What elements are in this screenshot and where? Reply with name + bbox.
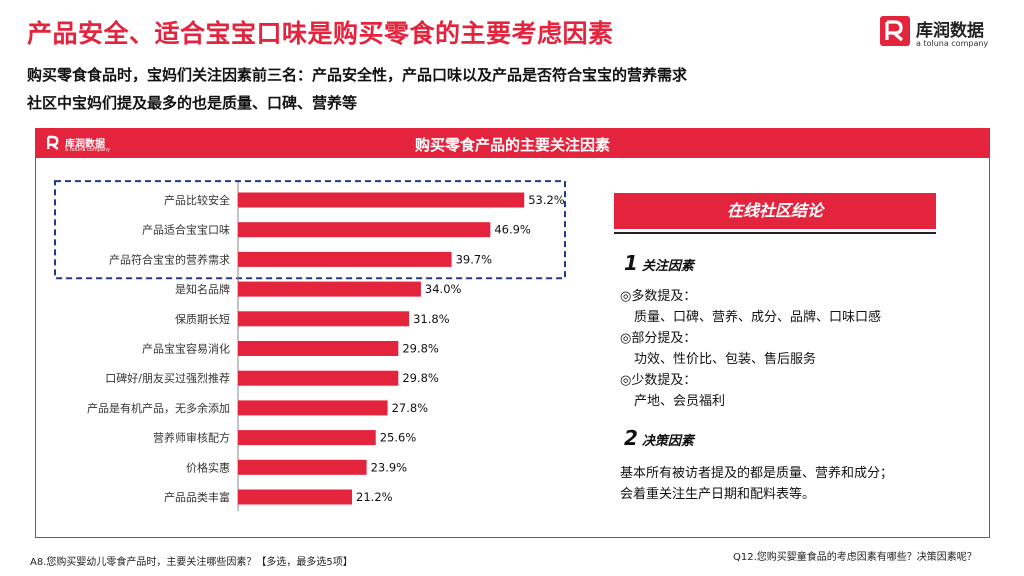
bar: [238, 192, 525, 208]
bar-value-label: 46.9%: [494, 223, 531, 237]
category-label: 产品比较安全: [164, 193, 230, 207]
bar-value-label: 29.8%: [402, 342, 439, 356]
footnote-left: A8.您购买婴幼儿零食产品时，主要关注哪些因素？【多选，最多选5项】: [30, 557, 353, 568]
chart-panel: 库润数据 a toluna company 购买零食产品的主要关注因素: [35, 128, 990, 538]
bar-value-label: 29.8%: [402, 371, 439, 385]
bar-value-label: 27.8%: [392, 401, 429, 415]
s1-few-label: ◎少数提及：: [620, 373, 697, 388]
category-label: 口碑好/朋友买过强烈推荐: [105, 371, 230, 385]
bar-value-label: 23.9%: [371, 460, 408, 474]
category-label: 产品是有机产品，无多余添加: [87, 401, 230, 415]
category-label: 产品符合宝宝的营养需求: [109, 252, 230, 266]
bar-value-label: 53.2%: [528, 193, 565, 207]
category-label: 是知名品牌: [175, 282, 230, 296]
bar: [238, 222, 491, 238]
bar-value-label: 21.2%: [356, 490, 393, 504]
bar-chart: 产品比较安全 53.2% 产品适合宝宝口味 46.9% 产品符合宝宝的营养需求 39.7%…: [54, 180, 566, 511]
panel-logo-name: 库润数据: [65, 139, 105, 150]
subtitle-line-2: 社区中宝妈们提及最多的也是质量、口碑、营养等: [27, 94, 358, 112]
bar: [238, 430, 376, 446]
section-2-title: 决策因素: [641, 434, 694, 449]
bar: [238, 251, 452, 267]
category-label: 保质期长短: [175, 312, 230, 326]
panel-logo-tagline: a toluna company: [65, 147, 111, 153]
category-label: 产品宝宝容易消化: [142, 342, 230, 356]
bar: [238, 281, 421, 297]
section-2-number: 2: [624, 426, 638, 450]
bar: [238, 400, 388, 416]
top-factors-highlight-box: [54, 180, 566, 280]
page-title: 产品安全、适合宝宝口味是购买零食的主要考虑因素: [27, 19, 614, 48]
section-1-heading: 1 关注因素: [624, 251, 694, 275]
panel-logo: 库润数据 a toluna company: [44, 134, 124, 154]
category-label: 价格实惠: [186, 460, 230, 474]
bar-value-label: 25.6%: [380, 431, 417, 445]
s2-line-2: 会着重关注生产日期和配料表等。: [620, 487, 816, 502]
bar: [238, 489, 353, 505]
category-label: 产品品类丰富: [164, 490, 230, 504]
section-1-title: 关注因素: [641, 259, 694, 274]
panel-header: 库润数据 a toluna company 购买零食产品的主要关注因素: [36, 129, 989, 158]
s1-many-label: ◎多数提及：: [620, 289, 697, 304]
s1-few-items: 产地、会员福利: [634, 394, 726, 409]
panel-title: 购买零食产品的主要关注因素: [414, 136, 610, 154]
bar-value-label: 31.8%: [413, 312, 450, 326]
s1-some-items: 功效、性价比、包装、售后服务: [634, 352, 817, 367]
bar: [238, 459, 367, 475]
conclusion-divider: [614, 232, 936, 234]
brand-mark-icon: [880, 16, 910, 46]
s2-line-1: 基本所有被访者提及的都是质量、营养和成分；: [620, 466, 894, 481]
bar-value-label: 39.7%: [456, 252, 493, 266]
bar: [238, 311, 410, 327]
bar: [238, 370, 399, 386]
footnote-right: Q12.您购买婴童食品的考虑因素有哪些？决策因素呢？: [733, 552, 977, 563]
panel-brand-mark-icon: [47, 135, 59, 150]
s1-many-items: 质量、口碑、营养、成分、品牌、口味口感: [634, 310, 882, 325]
brand-tagline: a toluna company: [916, 39, 989, 48]
brand-name: 库润数据: [916, 21, 984, 41]
category-label: 产品适合宝宝口味: [142, 223, 230, 237]
section-1-number: 1: [624, 251, 638, 275]
category-label: 营养师审核配方: [153, 431, 230, 445]
s1-some-label: ◎部分提及：: [620, 331, 697, 346]
brand-logo: 库润数据 a toluna company: [880, 14, 1010, 54]
subtitle-line-1: 购买零食食品时，宝妈们关注因素前三名：产品安全性，产品口味以及产品是否符合宝宝的…: [27, 66, 688, 84]
bar-value-label: 34.0%: [425, 282, 462, 296]
conclusion-title: 在线社区结论: [614, 193, 936, 229]
section-2-heading: 2 决策因素: [624, 426, 694, 450]
bar: [238, 341, 399, 356]
